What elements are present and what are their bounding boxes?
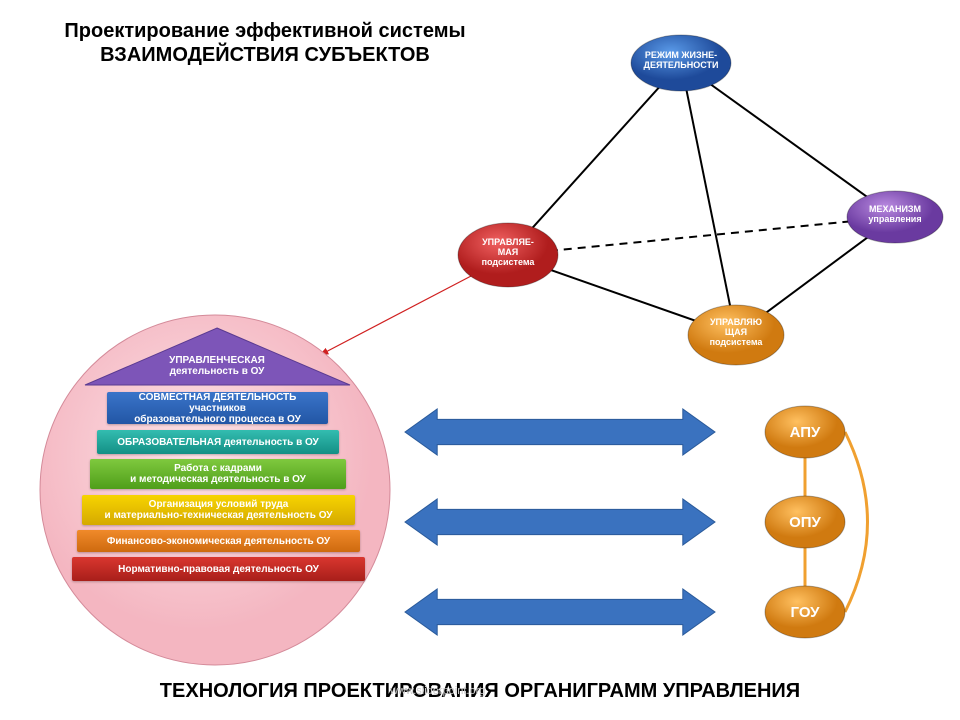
- house-bar-5: Нормативно-правовая деятельность ОУ: [72, 557, 365, 581]
- right-node-label-2: ГОУ: [791, 604, 821, 621]
- house-roof-label: УПРАВЛЕНЧЕСКАЯдеятельность в ОУ: [169, 355, 265, 377]
- right-nodes-links: [805, 432, 868, 612]
- house-bar-0: СОВМЕСТНАЯ ДЕЯТЕЛЬНОСТЬ участниковобразо…: [107, 392, 328, 424]
- pink-circle: [40, 315, 390, 665]
- right-node-2: [765, 586, 845, 638]
- pyramid-node-label-right: МЕХАНИЗМуправления: [868, 204, 921, 224]
- double-arrows-group: [405, 409, 715, 635]
- pyramid-node-front: [688, 305, 784, 365]
- pyramid-node-label-top: РЕЖИМ ЖИЗНЕ-ДЕЯТЕЛЬНОСТИ: [644, 50, 719, 70]
- double-arrow-1: [405, 499, 715, 545]
- pyramid-node-label-front: УПРАВЛЯЮЩАЯподсистема: [710, 317, 764, 347]
- double-arrow-0: [405, 409, 715, 455]
- right-node-label-1: ОПУ: [789, 514, 821, 531]
- watermark: www.sliderpoint.org: [390, 685, 485, 697]
- red-arrow: [320, 275, 473, 355]
- pyramid-node-left: [458, 223, 558, 287]
- house-bar-3: Организация условий трудаи материально-т…: [82, 495, 355, 525]
- double-arrow-2: [405, 589, 715, 635]
- right-node-1: [765, 496, 845, 548]
- house-bar-4: Финансово-экономическая деятельность ОУ: [77, 530, 360, 552]
- pyramid-node-top: [631, 35, 731, 91]
- pyramid-edges: [508, 63, 895, 335]
- right-node-label-0: АПУ: [790, 424, 821, 441]
- page-title-line1: Проектирование эффективной системы: [55, 18, 475, 44]
- page-title-line2: ВЗАИМОДЕЙСТВИЯ СУБЪЕКТОВ: [55, 44, 475, 67]
- house-bar-1: ОБРАЗОВАТЕЛЬНАЯ деятельность в ОУ: [97, 430, 339, 454]
- right-node-0: [765, 406, 845, 458]
- diagram-canvas: УПРАВЛЕНЧЕСКАЯдеятельность в ОУ РЕЖИМ ЖИ…: [0, 0, 960, 720]
- house-bar-2: Работа с кадрамии методическая деятельно…: [90, 459, 346, 489]
- pyramid-node-label-left: УПРАВЛЯЕ-МАЯподсистема: [482, 237, 536, 267]
- pyramid-node-right: [847, 191, 943, 243]
- house-roof: [85, 328, 350, 385]
